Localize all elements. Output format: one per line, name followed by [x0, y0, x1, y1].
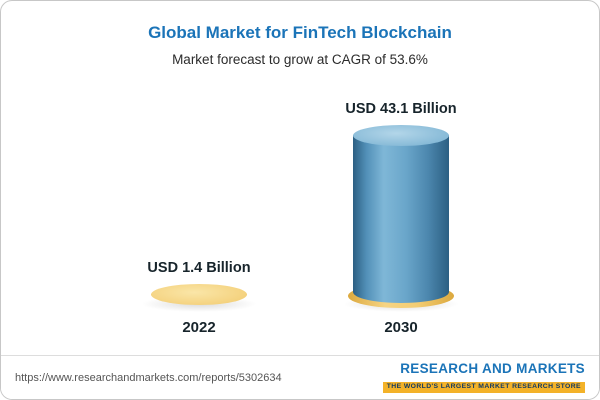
bar-chart: USD 1.4 Billion 2022 USD 43.1 Billion 20… [1, 101, 599, 336]
logo-wordmark: RESEARCH AND MARKETS [400, 360, 585, 376]
bar-2022: USD 1.4 Billion 2022 [124, 260, 274, 336]
bar-2022-category-label: 2022 [182, 319, 216, 336]
bar-2030-cylinder-body [353, 135, 449, 303]
bar-2030-value-label: USD 43.1 Billion [345, 101, 457, 117]
bar-2022-cylinder [141, 284, 257, 312]
page-title: Global Market for FinTech Blockchain [148, 23, 452, 42]
footer: https://www.researchandmarkets.com/repor… [1, 355, 599, 399]
chart-subtitle: Market forecast to grow at CAGR of 53.6% [172, 52, 428, 67]
report-url-link[interactable]: https://www.researchandmarkets.com/repor… [15, 371, 282, 384]
bar-2030: USD 43.1 Billion 2030 [326, 101, 476, 336]
bar-2030-category-label: 2030 [384, 319, 418, 336]
bar-2030-cylinder-top [353, 125, 449, 146]
bar-2030-cylinder [343, 125, 459, 312]
bar-2022-value-label: USD 1.4 Billion [147, 260, 251, 276]
bar-2022-cylinder-top [151, 284, 247, 305]
research-and-markets-logo: RESEARCH AND MARKETS THE WORLD'S LARGEST… [382, 360, 585, 394]
logo-tagline: THE WORLD'S LARGEST MARKET RESEARCH STOR… [382, 382, 585, 394]
